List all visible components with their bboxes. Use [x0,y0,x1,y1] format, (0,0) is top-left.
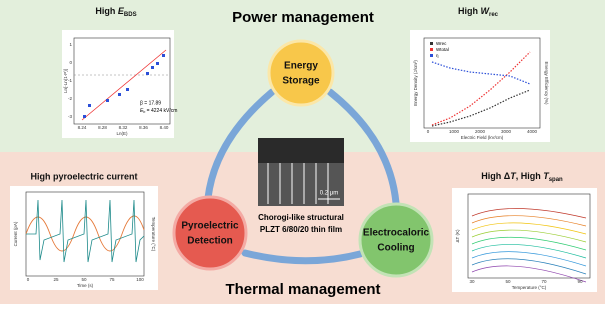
x-tick-label: 8.24 [78,125,87,130]
node-circle [360,204,432,276]
x-tick-label: 90 [577,279,583,284]
node-circle [269,41,333,105]
sem-top [258,138,344,163]
scale-label: 0.2 μm [320,191,338,197]
node-label: Storage [282,76,320,87]
title-text: High [458,6,481,16]
panel-bg [410,30,550,142]
y-tick-label: -2 [68,96,72,101]
title-sub: rec [489,12,499,18]
x-tick-label: 3000 [501,129,512,134]
node-label: Detection [187,236,233,247]
caption: PLZT 6/80/20 thin film [260,225,342,234]
x-tick-label: 50 [81,277,87,282]
axis-label: Ln(E) [116,131,128,136]
panel-bg [452,188,597,292]
y-tick-label: -1 [68,78,72,83]
axis-label: Energy Density (J/cm³) [413,60,418,106]
panel-bg [10,186,158,290]
x-tick-label: 70 [541,279,547,284]
axis-label: Temperature (°C) [512,285,547,290]
node-circle [174,197,246,269]
top-title: Power management [232,9,374,26]
x-tick-label: 100 [136,277,144,282]
annotation: β = 17.89 [140,100,161,106]
caption: Chorogi-like structural [258,213,344,222]
axis-label: Energy Efficiency (%) [544,62,549,105]
x-tick-label: 8.28 [98,125,107,130]
axis-label: Current (pA) [13,221,18,246]
title-text: High [95,6,118,16]
x-tick-label: 8.40 [160,125,169,130]
node-label: Energy [284,61,318,72]
x-tick-label: 25 [53,277,59,282]
x-tick-label: 2000 [475,129,486,134]
node-label: Electrocaloric [363,228,430,239]
axis-label: ΔT (K) [455,229,460,242]
panel-bg [62,30,174,138]
legend-label: Wrec [436,41,447,46]
x-tick-label: 8.36 [139,125,148,130]
axis-label: Temperature (°C) [151,217,156,252]
annotation: Eb = 4224 kV/cm [140,108,177,114]
annot-text: = 4224 kV/cm [145,108,177,114]
axis-label: Electric Field (kV/cm) [461,135,504,140]
title-text: , High [516,171,544,181]
title-sub: span [549,177,563,183]
x-tick-label: 8.32 [119,125,128,130]
bottom-title: Thermal management [225,281,380,298]
node-label: Pyroelectric [181,221,239,232]
x-tick-label: 30 [469,279,475,284]
x-tick-label: 4000 [527,129,538,134]
title-text: High Δ [481,171,510,181]
graphical-abstract: Power management Thermal management 0.2 … [0,0,605,304]
panel-title: High pyroelectric current [30,171,137,181]
axis-label: Time (s) [77,283,94,288]
legend-label: Wtotal [436,47,449,52]
x-tick-label: 75 [109,277,115,282]
x-tick-label: 1000 [449,129,460,134]
title-sub: BDS [124,12,137,18]
y-tick-label: -3 [68,114,72,119]
x-tick-label: 50 [505,279,511,284]
node-label: Cooling [377,243,414,254]
